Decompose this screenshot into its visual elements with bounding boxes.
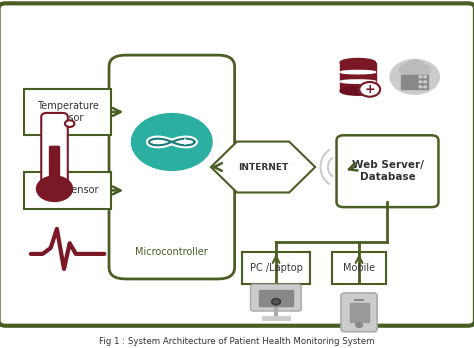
FancyBboxPatch shape	[337, 135, 438, 207]
FancyBboxPatch shape	[341, 293, 377, 332]
Circle shape	[390, 60, 439, 94]
FancyBboxPatch shape	[109, 55, 235, 279]
Ellipse shape	[340, 87, 375, 95]
Text: Fig 1 : System Architecture of Patient Health Monitoring System: Fig 1 : System Architecture of Patient H…	[99, 337, 375, 346]
Bar	[259, 290, 293, 306]
Bar	[401, 85, 428, 88]
Text: PC /Laptop: PC /Laptop	[250, 263, 302, 273]
Text: Pulse Sensor: Pulse Sensor	[36, 185, 99, 196]
Text: +: +	[365, 83, 375, 96]
Circle shape	[356, 323, 362, 327]
FancyBboxPatch shape	[49, 146, 60, 188]
Bar	[340, 63, 375, 91]
Text: +: +	[181, 137, 189, 147]
Circle shape	[424, 81, 427, 83]
Bar	[349, 303, 369, 322]
Bar	[262, 316, 290, 320]
Circle shape	[424, 76, 427, 78]
Circle shape	[131, 113, 212, 171]
FancyBboxPatch shape	[24, 88, 111, 135]
Circle shape	[65, 120, 74, 127]
Circle shape	[419, 86, 422, 88]
FancyBboxPatch shape	[332, 252, 386, 284]
Ellipse shape	[340, 80, 375, 83]
Circle shape	[419, 81, 422, 83]
Text: −: −	[155, 137, 163, 147]
FancyBboxPatch shape	[0, 3, 474, 326]
FancyBboxPatch shape	[24, 172, 111, 209]
Circle shape	[399, 64, 416, 76]
Text: Mobile: Mobile	[343, 263, 375, 273]
FancyBboxPatch shape	[250, 284, 301, 311]
Circle shape	[405, 60, 424, 73]
Text: Temperature
Sensor: Temperature Sensor	[36, 101, 99, 123]
Circle shape	[359, 82, 380, 97]
Circle shape	[424, 86, 427, 88]
Ellipse shape	[340, 58, 375, 67]
FancyBboxPatch shape	[41, 113, 68, 191]
Text: Web Server/
Database: Web Server/ Database	[352, 160, 423, 182]
Text: INTERNET: INTERNET	[238, 163, 288, 172]
Circle shape	[36, 176, 73, 201]
FancyBboxPatch shape	[242, 252, 310, 284]
Ellipse shape	[340, 70, 375, 74]
Circle shape	[419, 76, 422, 78]
Bar	[401, 80, 428, 84]
Polygon shape	[211, 142, 315, 192]
Circle shape	[272, 299, 281, 305]
Bar	[401, 75, 428, 79]
Text: Microcontroller: Microcontroller	[136, 247, 208, 257]
Circle shape	[413, 64, 430, 76]
